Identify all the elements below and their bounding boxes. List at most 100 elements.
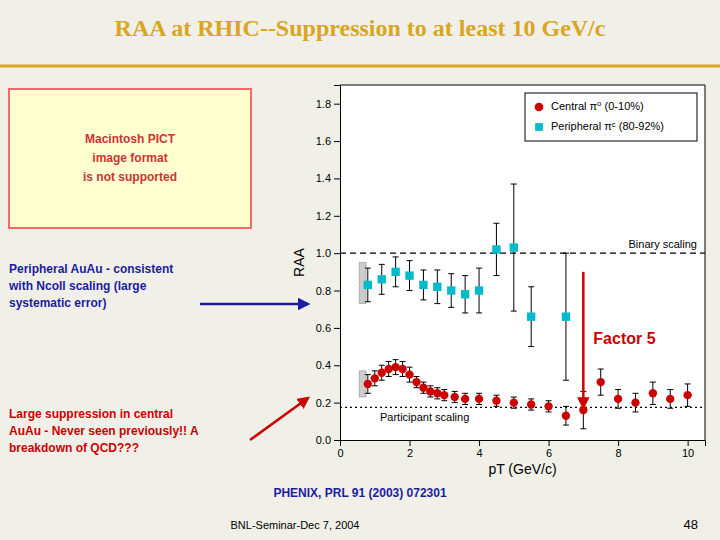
x-tick-label: 4 bbox=[476, 447, 482, 459]
error-bar-cap bbox=[493, 275, 499, 276]
error-bar-cap bbox=[413, 387, 419, 388]
point bbox=[527, 400, 535, 408]
error-bar-cap bbox=[407, 382, 413, 383]
note-line: Peripheral AuAu - consistent bbox=[9, 262, 173, 276]
error-bar-cap bbox=[365, 268, 371, 269]
point bbox=[378, 275, 386, 283]
note-line: breakdown of QCD??? bbox=[9, 441, 139, 455]
error-bar-cap bbox=[580, 428, 586, 429]
background bbox=[0, 0, 720, 540]
page-number: 48 bbox=[684, 517, 698, 532]
error-bar-cap bbox=[379, 294, 385, 295]
image-placeholder-box bbox=[9, 89, 251, 228]
point bbox=[527, 313, 535, 321]
error-bar-cap bbox=[452, 391, 458, 392]
point bbox=[419, 281, 427, 289]
note-line: systematic error) bbox=[9, 296, 106, 310]
error-bar-cap bbox=[528, 286, 534, 287]
error-bar-cap bbox=[476, 312, 482, 313]
factor-label: Factor 5 bbox=[593, 330, 655, 347]
error-bar-cap bbox=[528, 346, 534, 347]
error-bar-cap bbox=[563, 380, 569, 381]
series bbox=[364, 360, 692, 429]
x-axis-title: pT (GeV/c) bbox=[488, 461, 556, 477]
y-tick-mark bbox=[334, 141, 340, 142]
left-panel: Macintosh PICTimage formatis not support… bbox=[8, 89, 308, 455]
error-bar-cap bbox=[393, 256, 399, 257]
y-tick-label: 1.8 bbox=[316, 98, 331, 110]
y-tick-label: 1.0 bbox=[316, 247, 331, 259]
marks bbox=[340, 184, 705, 429]
legend-label: Peripheral πᶜ (80-92%) bbox=[551, 120, 664, 132]
error-bar-cap bbox=[434, 398, 440, 399]
y-tick-label: 1.6 bbox=[316, 135, 331, 147]
error-bar-cap bbox=[434, 387, 440, 388]
x-axis: 0246810 bbox=[337, 440, 705, 459]
x-tick-mark bbox=[410, 440, 411, 446]
y-tick-mark bbox=[334, 440, 340, 441]
error-bar-cap bbox=[386, 376, 392, 377]
y-tick: 0.6 bbox=[316, 322, 340, 334]
error-bar-cap bbox=[563, 406, 569, 407]
y-tick-mark bbox=[334, 403, 340, 404]
point bbox=[451, 393, 459, 401]
error-bar-cap bbox=[632, 411, 638, 412]
error-bar-cap bbox=[413, 376, 419, 377]
x-tick-label: 10 bbox=[682, 447, 694, 459]
series bbox=[364, 184, 571, 380]
error-bar-cap bbox=[393, 374, 399, 375]
error-bar-cap bbox=[420, 393, 426, 394]
point bbox=[391, 268, 399, 276]
note: Large suppression in centralAuAu - Never… bbox=[9, 407, 199, 455]
error-bar-cap bbox=[546, 411, 552, 412]
error-bar-cap bbox=[493, 406, 499, 407]
image-placeholder-text-line: Macintosh PICT bbox=[85, 132, 176, 146]
error-bar-cap bbox=[511, 311, 517, 312]
y-tick: 1.6 bbox=[316, 135, 340, 147]
error-bar-cap bbox=[400, 361, 406, 362]
y-axis: 0.00.20.40.60.81.01.21.41.61.8 bbox=[316, 86, 341, 447]
slide: RAA at RHIC--Suppression to at least 10 … bbox=[0, 0, 720, 540]
point bbox=[510, 398, 518, 406]
note-line: with Ncoll scaling (large bbox=[8, 279, 147, 293]
error-bar-cap bbox=[563, 253, 569, 254]
error-bar-cap bbox=[598, 395, 604, 396]
legend-symbol bbox=[535, 103, 544, 112]
error-bar-cap bbox=[420, 382, 426, 383]
point bbox=[562, 313, 570, 321]
point bbox=[683, 391, 691, 399]
y-axis-title: RAA bbox=[291, 247, 307, 276]
error-bar-cap bbox=[420, 269, 426, 270]
error-bar-cap bbox=[452, 402, 458, 403]
point bbox=[461, 290, 469, 298]
x-tick-label: 8 bbox=[616, 447, 622, 459]
y-tick: 1.4 bbox=[316, 172, 340, 184]
error-bar-cap bbox=[407, 260, 413, 261]
y-tick: 1.0 bbox=[316, 247, 340, 259]
note-arrow bbox=[200, 303, 308, 306]
legend-label: Central π⁰ (0-10%) bbox=[551, 100, 644, 112]
y-tick-label: 0.4 bbox=[316, 359, 331, 371]
error-bar-cap bbox=[365, 374, 371, 375]
x-tick: 8 bbox=[616, 440, 622, 459]
error-bar-cap bbox=[615, 389, 621, 390]
x-tick: 2 bbox=[407, 440, 413, 459]
y-tick-label: 0.8 bbox=[316, 285, 331, 297]
point bbox=[666, 395, 674, 403]
note-line: AuAu - Never seen previously!! A bbox=[9, 424, 199, 438]
error-bar-cap bbox=[528, 398, 534, 399]
error-bar-cap bbox=[441, 389, 447, 390]
point bbox=[440, 391, 448, 399]
x-tick-mark bbox=[479, 440, 480, 446]
point bbox=[492, 245, 500, 253]
x-tick-label: 0 bbox=[337, 447, 343, 459]
point bbox=[461, 395, 469, 403]
point bbox=[492, 397, 500, 405]
point bbox=[631, 398, 639, 406]
y-tick-label: 0.6 bbox=[316, 322, 331, 334]
image-placeholder-text: Macintosh PICTimage formatis not support… bbox=[83, 132, 177, 184]
y-tick: 0.4 bbox=[316, 359, 340, 371]
x-tick-mark bbox=[618, 440, 619, 446]
error-bar-cap bbox=[598, 369, 604, 370]
point bbox=[405, 271, 413, 279]
